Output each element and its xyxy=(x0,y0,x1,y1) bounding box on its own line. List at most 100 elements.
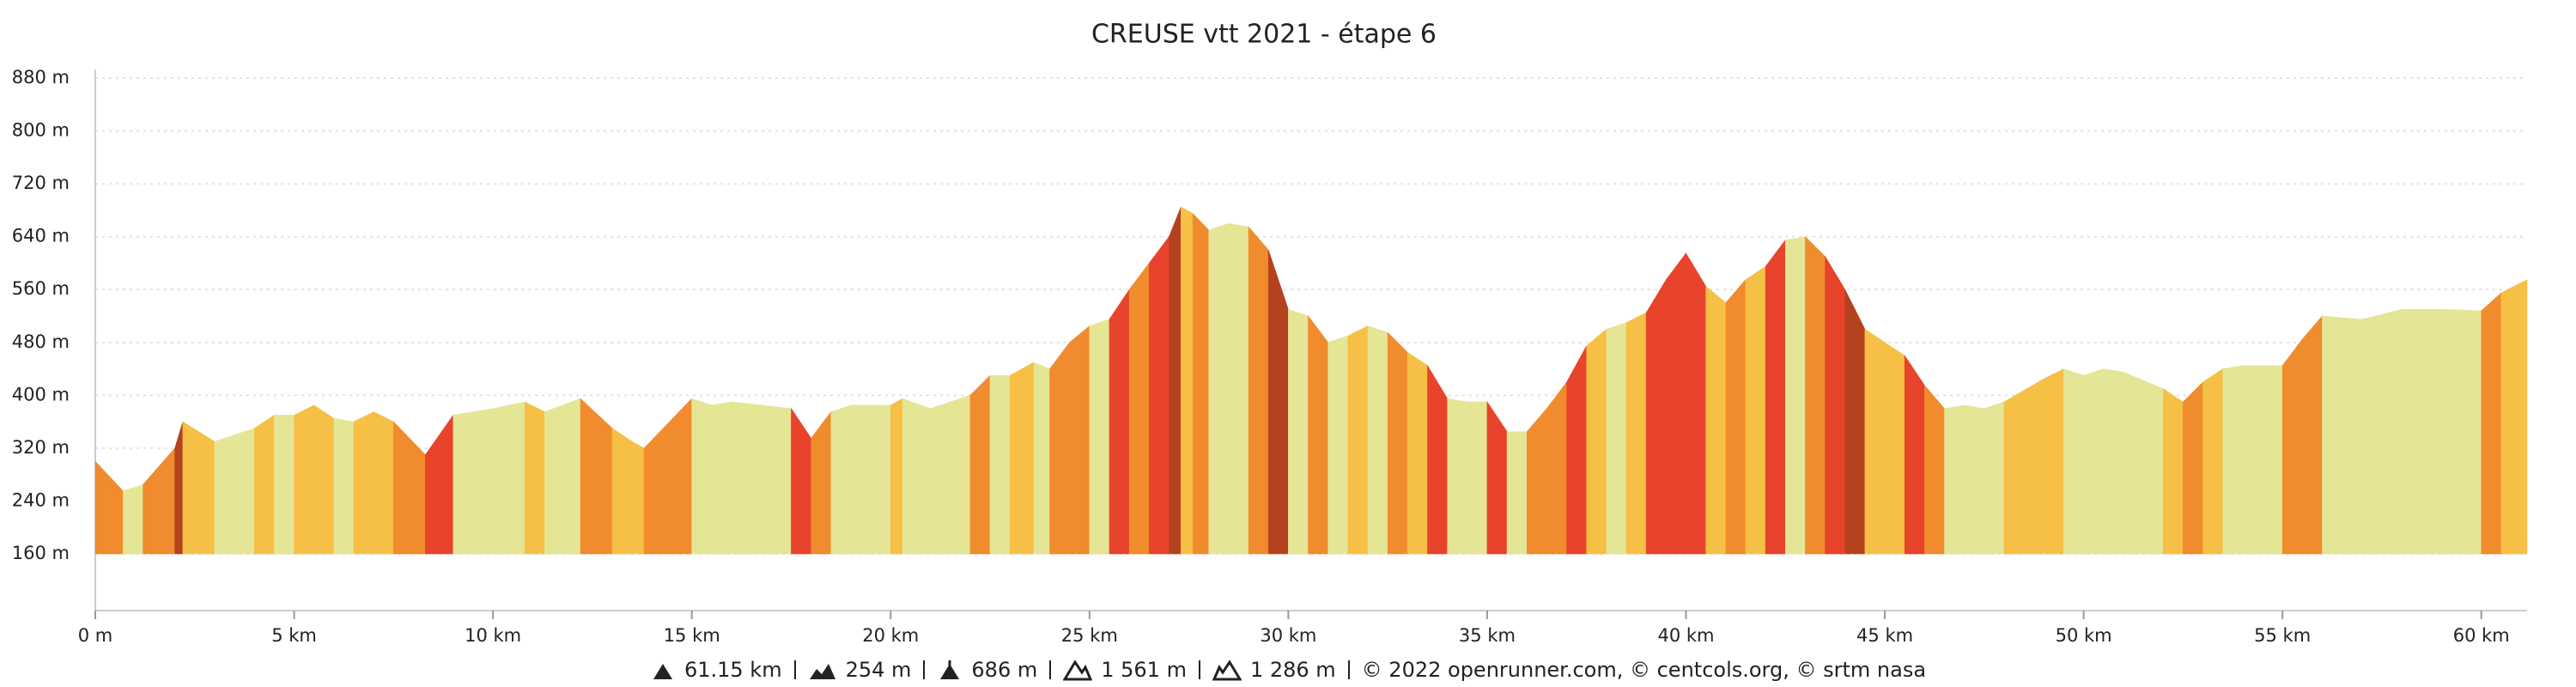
profile-segment xyxy=(902,398,931,555)
profile-segment xyxy=(544,398,581,555)
x-tick-label: 55 km xyxy=(2254,625,2311,646)
profile-segment xyxy=(1526,407,1547,555)
profile-segment xyxy=(2162,388,2184,555)
profile-segment xyxy=(2401,309,2442,555)
x-tick-label: 50 km xyxy=(2056,625,2112,646)
profile-segment xyxy=(274,415,295,555)
ascent-icon xyxy=(1063,660,1093,681)
profile-segment xyxy=(890,398,903,555)
x-tick-label: 15 km xyxy=(664,625,720,646)
profile-segment xyxy=(1964,404,1985,555)
x-tick-label: 0 m xyxy=(78,625,113,646)
y-tick-label: 480 m xyxy=(12,331,70,352)
profile-segment xyxy=(1546,381,1567,555)
min-icon xyxy=(809,664,835,679)
x-tick-label: 45 km xyxy=(1856,625,1913,646)
profile-segment xyxy=(2063,368,2084,555)
profile-segment xyxy=(2202,368,2224,555)
profile-segment xyxy=(1467,401,1488,555)
chart-title: CREUSE vtt 2021 - étape 6 xyxy=(1091,20,1437,50)
profile-segment xyxy=(1267,249,1289,555)
separator xyxy=(1347,660,1350,679)
credits: © 2022 openrunner.com, © centcols.org, ©… xyxy=(1361,658,1927,682)
profile-segment xyxy=(1844,289,1866,555)
separator xyxy=(1198,660,1200,679)
profile-segment xyxy=(393,421,426,555)
profile-segment xyxy=(2103,368,2124,555)
profile-segment xyxy=(123,483,143,555)
profile-segment xyxy=(1228,222,1249,555)
profile-segment xyxy=(1784,236,1806,555)
profile-segment xyxy=(1308,315,1328,555)
profile-segment xyxy=(989,374,1011,555)
profile-segment xyxy=(643,430,660,555)
profile-segment xyxy=(1427,364,1448,555)
profile-segment xyxy=(1705,285,1727,555)
profile-segment xyxy=(1625,312,1647,555)
profile-segment xyxy=(94,460,124,555)
profile-segment xyxy=(1387,331,1408,555)
y-tick-label: 560 m xyxy=(12,278,70,299)
profile-segment xyxy=(811,410,832,555)
max-icon xyxy=(940,660,960,679)
profile-segment xyxy=(143,447,175,555)
profile-segment xyxy=(1049,341,1070,555)
profile-segment xyxy=(2361,308,2403,555)
profile-segment xyxy=(1148,235,1170,555)
profile-segment xyxy=(1089,319,1110,555)
profile-segment xyxy=(580,398,613,555)
profile-segment xyxy=(2003,378,2044,555)
profile-segment xyxy=(1984,401,2005,555)
profile-segment xyxy=(1566,345,1588,555)
profile-segment xyxy=(1586,328,1607,555)
profile-segment xyxy=(2123,371,2164,555)
profile-segment xyxy=(1765,239,1786,555)
profile-segment xyxy=(1606,322,1627,555)
x-tick-label: 30 km xyxy=(1260,625,1316,646)
profile-segment xyxy=(2500,279,2528,555)
max-elevation: 686 m xyxy=(971,658,1038,682)
profile-segment xyxy=(1109,289,1130,555)
separator xyxy=(793,660,796,679)
profile-segment xyxy=(1944,404,1965,555)
profile-segment xyxy=(1924,384,1945,555)
profile-segment xyxy=(182,421,199,555)
profile-segment xyxy=(1169,206,1182,555)
profile-segment xyxy=(1208,222,1230,555)
profile-segment xyxy=(214,428,255,555)
profile-segment xyxy=(659,398,692,555)
profile-segment xyxy=(1686,252,1706,555)
profile-segment xyxy=(611,428,633,555)
profile-segment xyxy=(850,404,891,555)
profile-segment xyxy=(1666,252,1686,555)
footer: 61.15 km 254 m 686 m 1 561 m 1 286 m © 2… xyxy=(0,658,2576,682)
profile-segment xyxy=(1645,278,1667,555)
y-tick-label: 640 m xyxy=(12,226,70,246)
profile-segment xyxy=(969,374,991,555)
y-tick-label: 160 m xyxy=(12,543,70,563)
profile-segment xyxy=(373,411,394,555)
x-tick-label: 40 km xyxy=(1657,625,1714,646)
profile-segment xyxy=(2302,315,2323,555)
profile-segment xyxy=(1248,226,1269,555)
profile-segment xyxy=(333,417,355,555)
profile-segment xyxy=(2481,292,2502,555)
profile-segment xyxy=(631,441,645,555)
x-tick-label: 35 km xyxy=(1459,625,1516,646)
profile-segment xyxy=(2441,308,2482,555)
profile-segment xyxy=(294,404,315,555)
profile-segment xyxy=(1069,325,1091,555)
profile-segment xyxy=(1805,235,1826,555)
profile-segment xyxy=(1033,362,1050,555)
x-tick-label: 60 km xyxy=(2453,625,2510,646)
profile-segment xyxy=(791,407,811,555)
profile-segment xyxy=(2281,338,2303,555)
profile-segment xyxy=(2242,365,2283,555)
profile-segment xyxy=(524,401,545,555)
profile-segment xyxy=(1347,325,1369,555)
min-elevation: 254 m xyxy=(845,658,912,682)
profile-segment xyxy=(1288,308,1309,555)
profile-segment xyxy=(2183,381,2203,555)
profile-segment xyxy=(1447,398,1468,555)
